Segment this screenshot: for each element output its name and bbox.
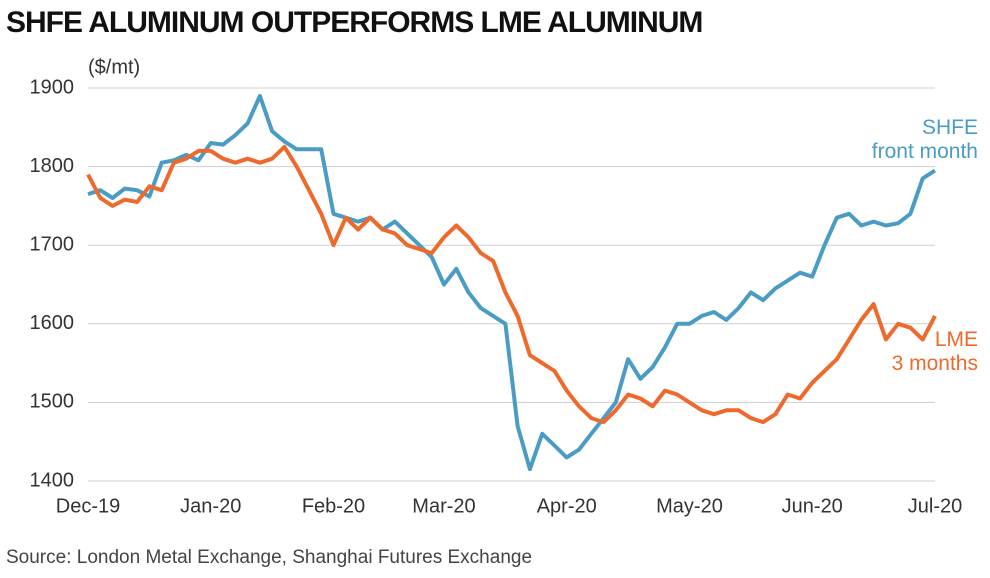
legend-label: SHFE front month	[871, 116, 978, 163]
y-tick-label: 1700	[30, 233, 75, 255]
legend-label: LME 3 months	[891, 328, 978, 375]
x-tick-label: Jan-20	[180, 495, 241, 517]
x-tick-label: Feb-20	[302, 495, 365, 517]
x-tick-label: Jun-20	[782, 495, 843, 517]
y-tick-label: 1600	[30, 312, 75, 334]
y-tick-label: 1500	[30, 391, 75, 413]
chart-title: SHFE ALUMINUM OUTPERFORMS LME ALUMINUM	[6, 6, 702, 39]
y-tick-label: 1400	[30, 469, 75, 491]
x-tick-label: Apr-20	[537, 495, 597, 517]
source-note: Source: London Metal Exchange, Shanghai …	[6, 547, 532, 568]
x-tick-label: Dec-19	[56, 495, 120, 517]
series-line	[86, 144, 937, 425]
x-tick-label: Jul-20	[908, 495, 962, 517]
y-axis-label: ($/mt)	[88, 56, 140, 78]
y-tick-label: 1900	[30, 76, 75, 98]
x-tick-label: May-20	[656, 495, 723, 517]
x-tick-label: Mar-20	[412, 495, 475, 517]
series-line	[87, 93, 937, 472]
y-tick-label: 1800	[30, 155, 75, 177]
